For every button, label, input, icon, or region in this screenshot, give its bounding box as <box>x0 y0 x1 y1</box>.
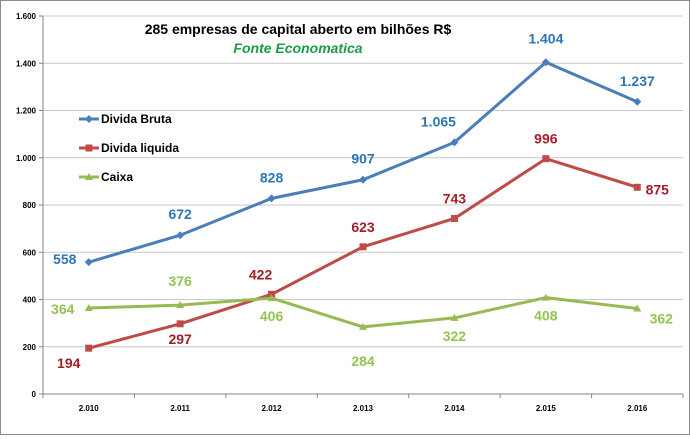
data-label: 322 <box>443 328 467 344</box>
y-tick-label: 1.400 <box>16 59 37 68</box>
data-point-marker <box>359 175 367 184</box>
data-point-marker <box>359 243 367 251</box>
y-tick-label: 800 <box>23 201 37 210</box>
data-point-marker <box>541 58 550 67</box>
x-tick-label: 2.015 <box>536 404 557 413</box>
data-point-marker <box>84 258 93 267</box>
x-tick-label: 2.010 <box>79 404 100 413</box>
x-tick-label: 2.012 <box>262 404 283 413</box>
legend-item: Divida Bruta <box>79 112 172 126</box>
data-label: 875 <box>646 181 670 197</box>
legend-swatch-marker <box>85 173 93 180</box>
data-label: 364 <box>51 301 75 317</box>
legend-label: Caixa <box>101 170 133 184</box>
data-label: 558 <box>53 251 77 267</box>
data-label: 996 <box>534 131 558 147</box>
x-tick-label: 2.014 <box>444 404 465 413</box>
data-point-marker <box>633 304 642 312</box>
data-point-marker <box>84 304 93 312</box>
data-point-marker <box>176 320 184 328</box>
data-point-marker <box>267 294 276 302</box>
data-label: 743 <box>443 190 467 206</box>
data-label: 907 <box>351 151 375 167</box>
data-label: 422 <box>249 266 273 282</box>
y-tick-label: 400 <box>23 296 37 305</box>
legend-label: Divida liquida <box>101 141 179 155</box>
legend-label: Divida Bruta <box>101 112 172 126</box>
series-2 <box>84 293 642 330</box>
data-label: 828 <box>260 169 284 185</box>
gridlines <box>43 15 683 348</box>
data-label: 376 <box>168 273 192 289</box>
legend-item: Caixa <box>79 170 133 184</box>
series-1 <box>85 155 641 352</box>
data-label: 362 <box>650 310 674 326</box>
data-point-marker <box>176 231 185 240</box>
series-group <box>84 58 642 352</box>
data-label: 623 <box>351 219 375 235</box>
data-label: 1.237 <box>620 73 655 89</box>
data-label: 297 <box>168 331 192 347</box>
y-tick-label: 1.000 <box>16 154 37 163</box>
data-label: 1.065 <box>421 113 456 129</box>
x-tick-label: 2.011 <box>170 404 190 413</box>
data-label: 194 <box>57 355 81 371</box>
y-tick-label: 200 <box>23 343 37 352</box>
data-point-marker <box>450 313 459 321</box>
y-tick-label: 1.200 <box>16 107 37 116</box>
data-label: 408 <box>534 308 558 324</box>
data-label: 1.404 <box>528 30 563 46</box>
data-point-marker <box>542 155 550 163</box>
chart-subtitle: Fonte Economatica <box>233 40 362 56</box>
data-label: 406 <box>260 308 284 324</box>
data-point-marker <box>267 194 276 203</box>
legend-swatch-marker <box>85 144 93 152</box>
y-tick-label: 1.600 <box>16 12 37 21</box>
axes: 0 200 400 600 800 1.000 1.200 1.400 1.600 2.010 2.… <box>16 12 684 413</box>
data-point-marker <box>85 344 93 352</box>
legend-item: Divida liquida <box>79 141 179 155</box>
data-point-marker <box>633 97 642 106</box>
legend-swatch-marker <box>85 115 93 123</box>
data-point-marker <box>450 214 458 222</box>
data-label: 284 <box>351 353 375 369</box>
data-point-marker <box>359 322 367 330</box>
series-0 <box>84 58 642 267</box>
x-tick-label: 2.013 <box>353 404 374 413</box>
y-tick-label: 600 <box>23 248 37 257</box>
data-point-marker <box>633 183 641 191</box>
legend: Divida Bruta Divida liquida Caixa <box>79 112 179 184</box>
chart-title: 285 empresas de capital aberto em bilhõe… <box>145 21 452 37</box>
data-labels: 558 672 828 907 1.065 1.404 1.237 194 297 422 623 7… <box>51 30 673 371</box>
y-tick-label: 0 <box>32 390 37 399</box>
x-tick-label: 2.016 <box>627 404 648 413</box>
data-point-marker <box>450 138 459 147</box>
data-point-marker <box>176 301 185 309</box>
data-point-marker <box>541 293 550 301</box>
data-label: 672 <box>168 206 192 222</box>
